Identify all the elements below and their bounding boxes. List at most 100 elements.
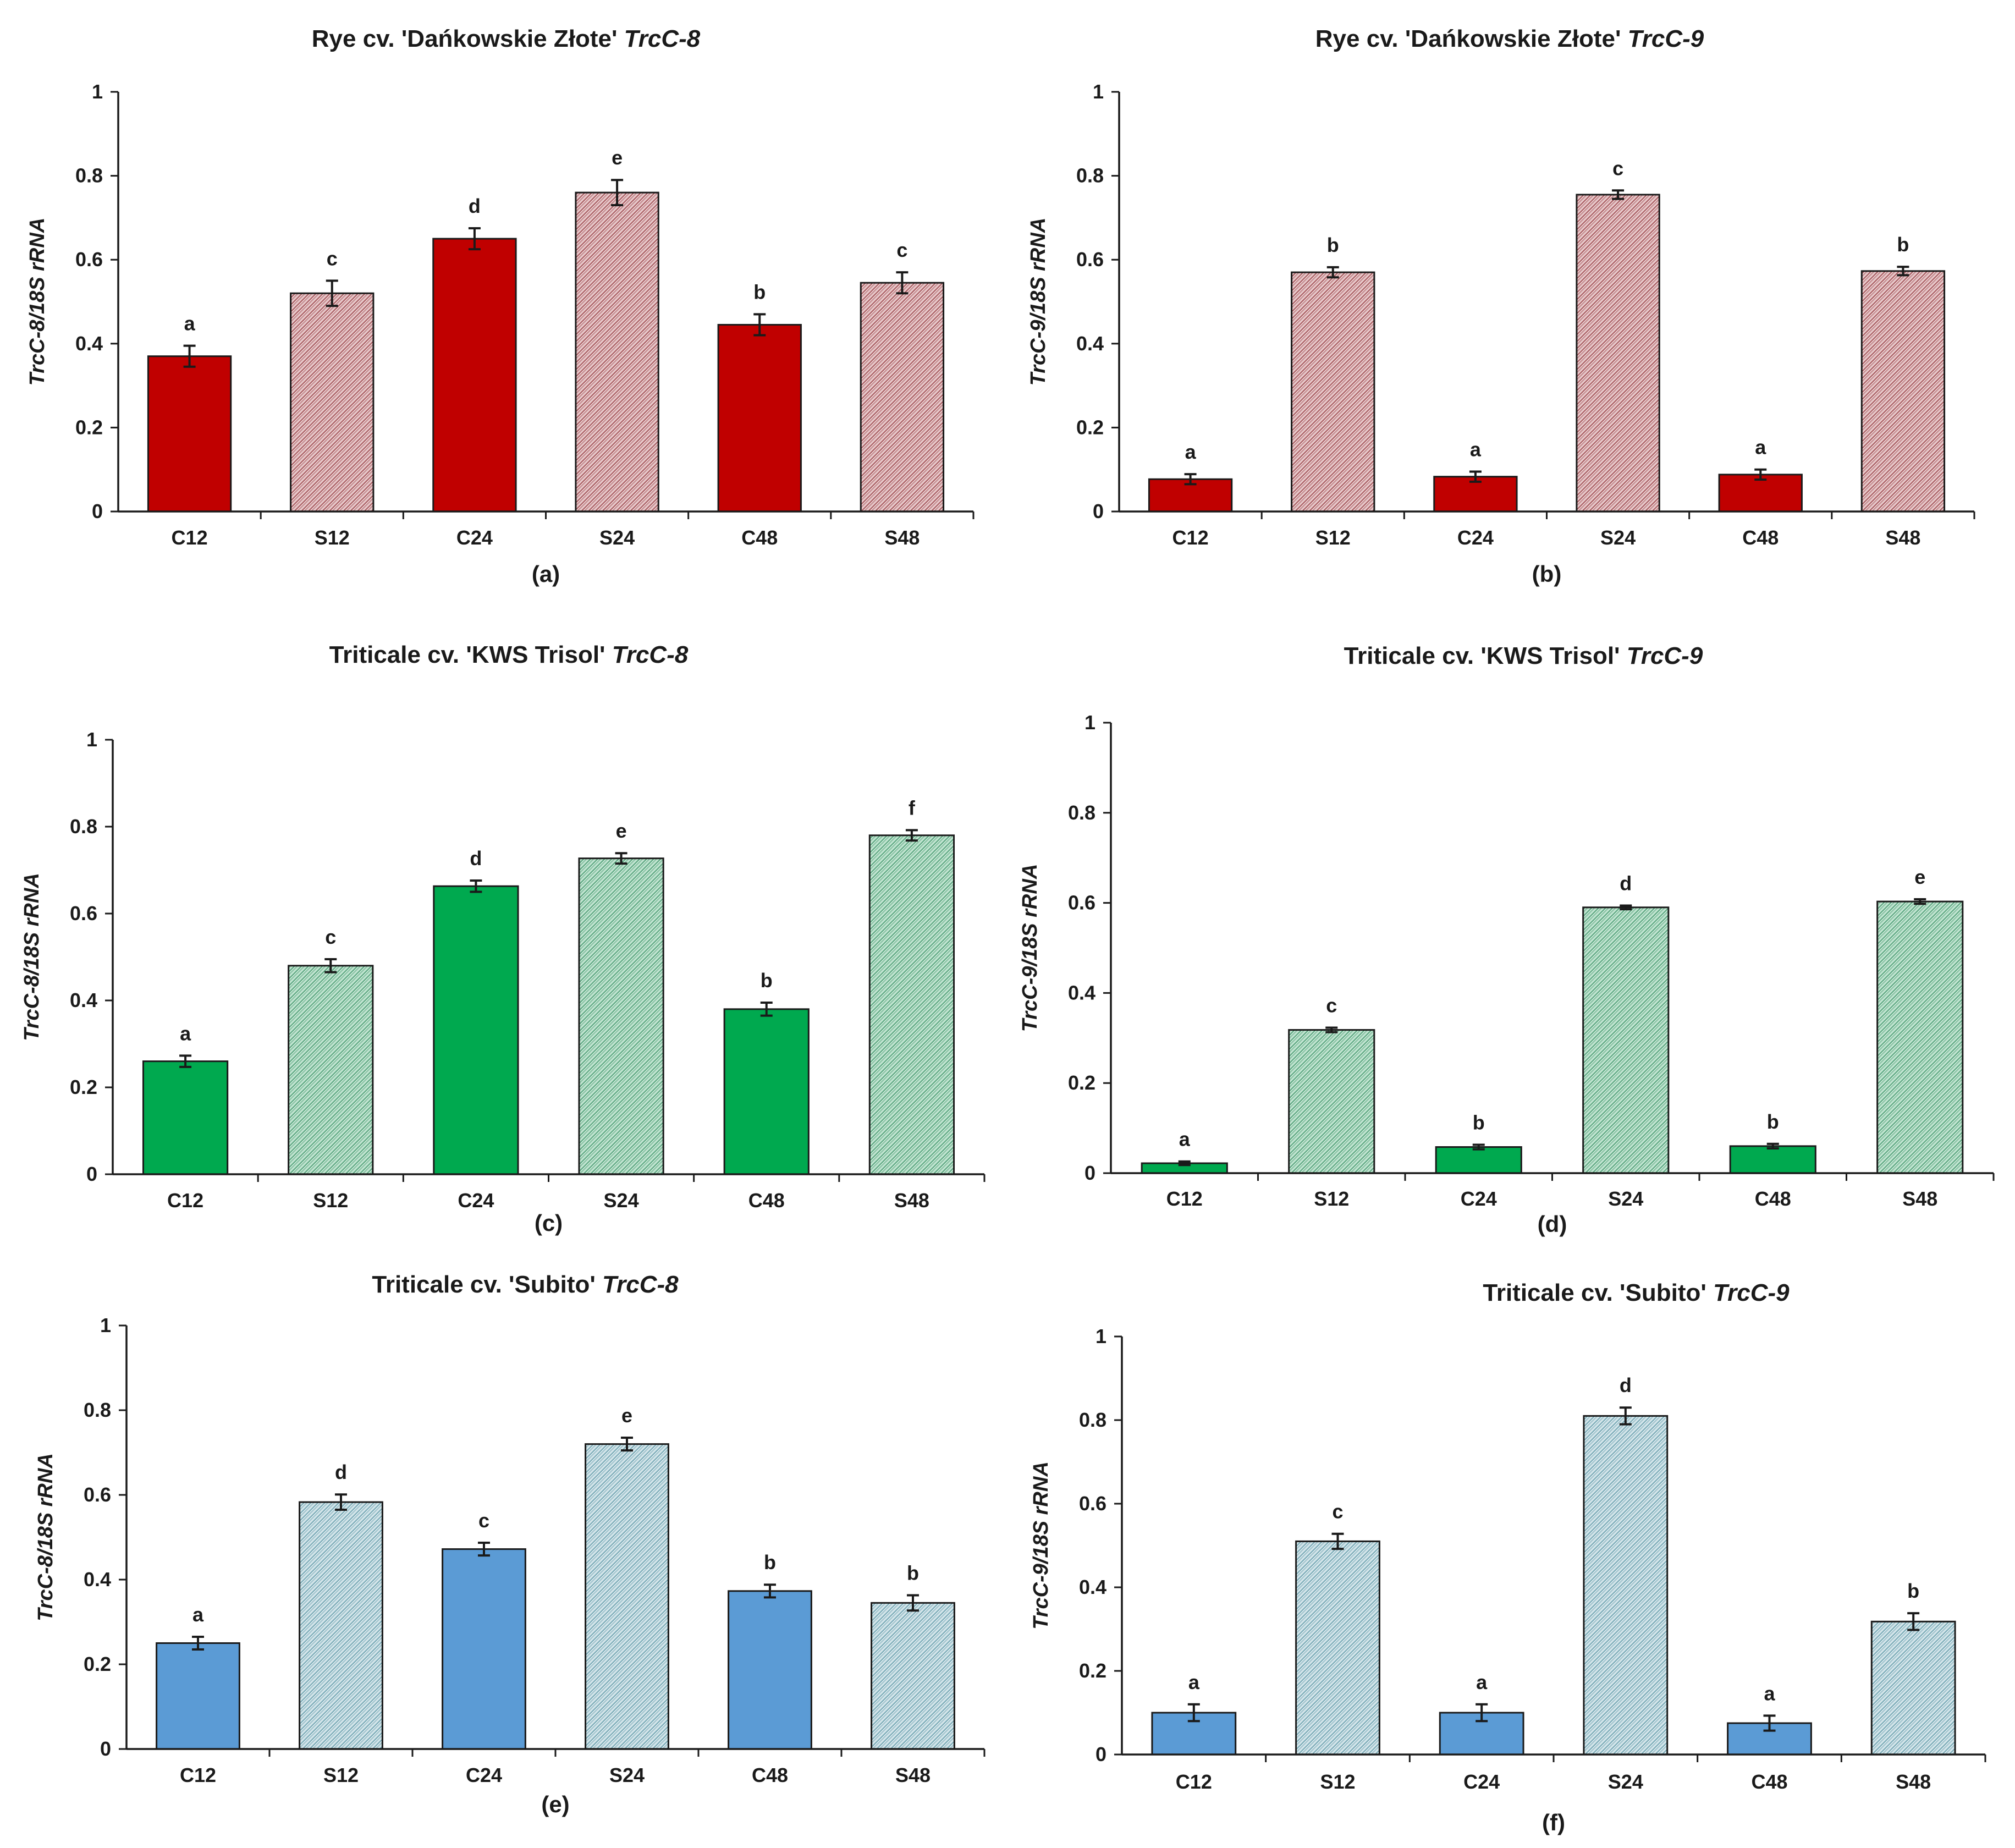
bar-S12	[1291, 271, 1375, 513]
significance-letter: c	[325, 926, 336, 948]
y-tick-label: 0.4	[70, 989, 97, 1011]
significance-letter: b	[907, 1561, 919, 1584]
error-bar-C48	[760, 1001, 773, 1017]
panel-label: (d)	[1538, 1211, 1567, 1237]
bar-C24	[432, 238, 517, 513]
y-tick-label: 0	[1084, 1162, 1095, 1184]
x-tick-label: C48	[752, 1764, 788, 1786]
y-tick-label: 1	[86, 728, 97, 751]
x-tick-label: S24	[599, 526, 635, 549]
significance-letter: c	[478, 1509, 489, 1532]
x-tick-label: C24	[1463, 1770, 1500, 1793]
chart-title-prefix: Triticale cv. 'Subito'	[1483, 1279, 1713, 1306]
y-tick-label: 0.6	[84, 1483, 111, 1506]
chart-title-prefix: Triticale cv. 'KWS Trisol'	[1344, 642, 1627, 669]
error-bar-S48	[896, 271, 909, 295]
significance-letter: b	[1473, 1111, 1485, 1134]
error-bar-C24	[1472, 1143, 1485, 1151]
x-tick-label: S12	[313, 1189, 348, 1212]
x-tick-label: S48	[894, 1189, 929, 1212]
y-tick-label: 0	[1093, 500, 1104, 522]
y-axis-label: TrcC-8/18S rRNA	[20, 873, 43, 1041]
x-tick-label: C24	[1461, 1187, 1497, 1210]
y-tick-label: 1	[1084, 711, 1095, 734]
y-axis-label: TrcC-8/18S rRNA	[34, 1453, 57, 1621]
y-tick-label: 0.2	[1068, 1071, 1095, 1094]
error-bar-S24	[611, 179, 624, 207]
bar-C48	[723, 1008, 810, 1175]
bar-S48	[1876, 900, 1964, 1174]
y-tick-label: 0.2	[1079, 1659, 1106, 1682]
significance-letter: a	[1188, 1671, 1200, 1693]
y-tick-label: 0	[100, 1737, 111, 1760]
error-bar-S24	[1612, 189, 1625, 200]
x-tick-label: C12	[1166, 1187, 1203, 1210]
bar-C48	[1718, 474, 1803, 513]
y-axis-label: TrcC-8/18S rRNA	[26, 218, 49, 386]
y-tick-label: 0.2	[1076, 416, 1104, 438]
chart-title: Rye cv. 'Dańkowskie Złote' TrcC-9	[1315, 25, 1704, 52]
y-tick-label: 0	[1095, 1743, 1106, 1766]
y-tick-label: 0	[86, 1163, 97, 1185]
y-axis-label: TrcC-9/18S rRNA	[1029, 1461, 1053, 1630]
significance-letter: e	[612, 146, 623, 169]
y-tick-label: 0.2	[70, 1076, 97, 1098]
bar-S24	[1583, 1415, 1669, 1756]
x-tick-label: C24	[466, 1764, 502, 1786]
significance-letter: a	[192, 1603, 204, 1626]
error-bar-C12	[192, 1635, 204, 1651]
x-tick-label: C12	[1172, 526, 1209, 549]
error-bar-C12	[1187, 1703, 1200, 1723]
chart-title: Triticale cv. 'KWS Trisol' TrcC-8	[329, 641, 689, 668]
significance-letter: a	[1755, 436, 1766, 459]
error-bar-S12	[1331, 1532, 1344, 1550]
chart-title: Triticale cv. 'Subito' TrcC-8	[372, 1271, 679, 1298]
bar-C48	[1729, 1145, 1816, 1174]
x-tick-label: C48	[741, 526, 778, 549]
x-tick-label: S24	[604, 1189, 639, 1212]
bar-S12	[290, 292, 375, 513]
bar-C48	[728, 1590, 812, 1750]
x-tick-label: C12	[180, 1764, 216, 1786]
x-tick-label: S48	[895, 1764, 931, 1786]
significance-letter: d	[470, 847, 482, 870]
x-tick-label: S12	[315, 526, 350, 549]
bar-S12	[288, 965, 374, 1175]
y-tick-label: 1	[1095, 1325, 1106, 1348]
x-tick-label: S48	[884, 526, 920, 549]
error-bar-C24	[468, 227, 481, 251]
significance-letter: e	[1914, 866, 1925, 888]
bar-S24	[1576, 194, 1660, 513]
y-tick-label: 0.8	[1076, 164, 1104, 187]
y-tick-label: 0	[92, 500, 103, 522]
x-tick-label: C24	[456, 526, 493, 549]
significance-letter: f	[909, 796, 916, 819]
error-bar-C12	[1178, 1160, 1191, 1167]
x-tick-label: S24	[1600, 526, 1636, 549]
significance-letter: a	[1764, 1682, 1775, 1704]
significance-letter: d	[469, 195, 481, 217]
error-bar-C24	[470, 879, 482, 893]
x-tick-label: S48	[1896, 1770, 1931, 1793]
bar-C24	[433, 885, 519, 1175]
significance-letter: a	[1470, 438, 1482, 461]
y-tick-label: 0.6	[70, 902, 97, 925]
x-tick-label: C48	[748, 1189, 785, 1212]
chart-title-gene: TrcC-9	[1713, 1279, 1790, 1306]
error-bar-S24	[1620, 904, 1632, 911]
bar-C24	[442, 1548, 526, 1750]
x-tick-label: C48	[1742, 526, 1779, 549]
chart-panel-2: Rye cv. 'Dańkowskie Złote' TrcC-9 TrcC-9/…	[1027, 25, 1975, 587]
bar-S48	[860, 282, 945, 513]
panel-label: (c)	[535, 1210, 563, 1236]
bar-S48	[868, 834, 955, 1175]
y-tick-label: 1	[1093, 80, 1104, 103]
bar-S12	[1288, 1029, 1375, 1174]
panel-label: (f)	[1542, 1810, 1565, 1835]
y-tick-label: 0.8	[70, 815, 97, 838]
error-bar-S48	[907, 1594, 919, 1612]
x-tick-label: S24	[609, 1764, 645, 1786]
significance-letter: c	[1326, 994, 1337, 1016]
chart-title-gene: TrcC-8	[602, 1271, 679, 1298]
significance-letter: d	[1620, 872, 1632, 895]
